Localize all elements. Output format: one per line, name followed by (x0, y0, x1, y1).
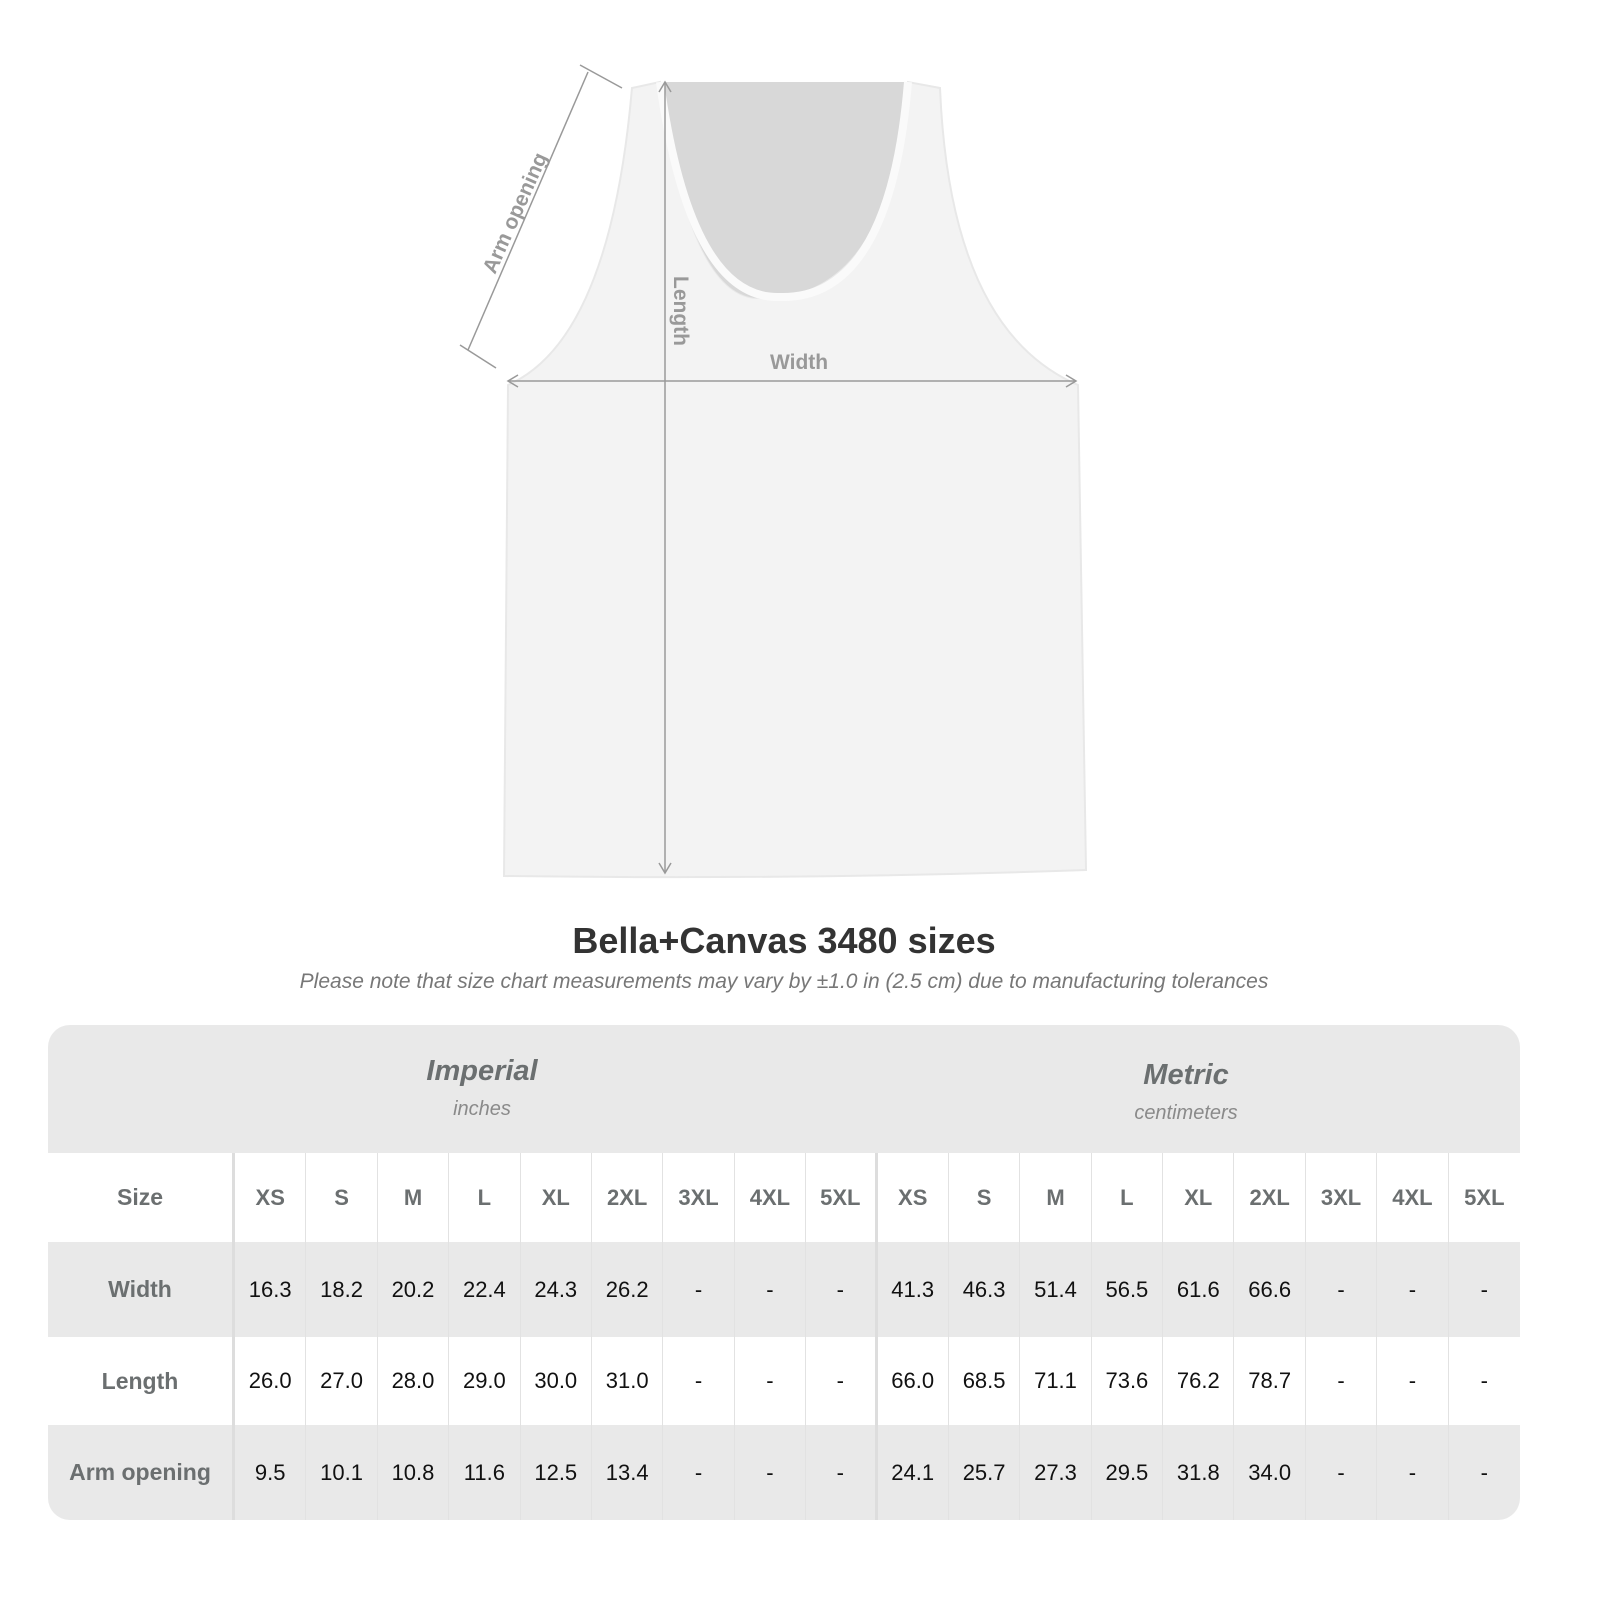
metric-cell: 71.1 (1020, 1337, 1092, 1425)
metric-cell: 61.6 (1163, 1242, 1235, 1337)
metric-cell: - (1377, 1425, 1449, 1520)
imperial-cell: 10.8 (378, 1425, 450, 1520)
imperial-cell: 12.5 (521, 1425, 592, 1520)
metric-cell: - (1480, 1276, 1488, 1302)
imperial-size-header: 2XL (592, 1153, 664, 1242)
metric-cell: 66.0 (878, 1337, 949, 1425)
metric-size-header: 5XL (1464, 1184, 1505, 1210)
size-header-row: Size XS S M L XL 2XL 3XL 4XL 5XL XS S M L XL 2XL 3XL 4XL 5… (48, 1153, 1520, 1242)
metric-cell: - (1306, 1242, 1378, 1337)
metric-cell: 46.3 (949, 1242, 1021, 1337)
imperial-size-header: 5XL (806, 1153, 878, 1242)
metric-unit: centimeters (1134, 1102, 1238, 1124)
page-title: Bella+Canvas 3480 sizes (572, 920, 996, 961)
tank-top-diagram: Arm opening Length Width (459, 64, 1088, 879)
metric-cell: - (1306, 1425, 1378, 1520)
metric-heading: Metric (1143, 1059, 1229, 1091)
length-label: Length (669, 276, 692, 346)
metric-cell: 51.4 (1020, 1242, 1092, 1337)
table-row: Width 16.3 18.2 20.2 22.4 24.3 26.2- - -41.3 46.3… (48, 1242, 1520, 1337)
metric-cell: 29.5 (1092, 1425, 1164, 1520)
metric-cell: 34.0 (1234, 1425, 1306, 1520)
metric-size-header: S (949, 1153, 1021, 1242)
table-header-band (48, 1025, 1520, 1153)
metric-cell: 24.1 (878, 1425, 949, 1520)
metric-size-header: XL (1163, 1153, 1235, 1242)
metric-size-header: 4XL (1377, 1153, 1449, 1242)
imperial-cell: - (663, 1242, 735, 1337)
metric-cell: 31.8 (1163, 1425, 1235, 1520)
row-label: Width (48, 1242, 235, 1337)
imperial-cell: 9.5 (235, 1425, 307, 1520)
imperial-cell: 18.2 (306, 1242, 378, 1337)
imperial-cell: - (735, 1242, 807, 1337)
metric-group: Metric centimeters (886, 1059, 1486, 1125)
imperial-cell: - (663, 1337, 735, 1425)
metric-cell: 27.3 (1020, 1425, 1092, 1520)
row-label: Size (48, 1153, 235, 1242)
metric-cell: 73.6 (1092, 1337, 1164, 1425)
table-row: Arm opening 9.5 10.1 10.8 11.6 12.5 13.4- - -24.… (48, 1425, 1520, 1520)
imperial-cell: 26.0 (235, 1337, 307, 1425)
metric-cell: 56.5 (1092, 1242, 1164, 1337)
imperial-cell: 31.0 (592, 1337, 664, 1425)
imperial-size-header: 4XL (735, 1153, 807, 1242)
imperial-cell: 20.2 (378, 1242, 450, 1337)
metric-size-header: XS (878, 1153, 949, 1242)
metric-cell: 25.7 (949, 1425, 1021, 1520)
width-label: Width (770, 351, 828, 374)
neckline-trim (656, 81, 912, 302)
imperial-cell: - (735, 1425, 807, 1520)
imperial-cell: - (806, 1242, 878, 1337)
row-label: Length (48, 1337, 235, 1425)
imperial-cell: 28.0 (378, 1337, 450, 1425)
imperial-cell: 10.1 (306, 1425, 378, 1520)
row-label: Arm opening (48, 1425, 235, 1520)
metric-size-header: 3XL (1306, 1153, 1378, 1242)
metric-size-header: M (1020, 1153, 1092, 1242)
metric-cell: 68.5 (949, 1337, 1021, 1425)
imperial-cell: 27.0 (306, 1337, 378, 1425)
metric-cell: 66.6 (1234, 1242, 1306, 1337)
imperial-cell: 24.3 (521, 1242, 592, 1337)
imperial-size-header: M (378, 1153, 450, 1242)
imperial-size-header: L (449, 1153, 521, 1242)
imperial-group: Imperial inches (182, 1055, 782, 1121)
tank-top-inner-back (660, 82, 908, 299)
metric-cell: - (1480, 1459, 1488, 1485)
imperial-cell: 30.0 (521, 1337, 592, 1425)
imperial-size-header: XS (235, 1153, 307, 1242)
imperial-size-header: XL (521, 1153, 592, 1242)
metric-size-header: 2XL (1234, 1153, 1306, 1242)
tolerance-note: Please note that size chart measurements… (299, 970, 1269, 993)
imperial-cell: 29.0 (449, 1337, 521, 1425)
metric-size-header: L (1092, 1153, 1164, 1242)
metric-cell: 41.3 (878, 1242, 949, 1337)
metric-cell: - (1306, 1337, 1378, 1425)
size-table: Imperial inches Metric centimeters Size X… (48, 1025, 1520, 1520)
metric-cell: 76.2 (1163, 1337, 1235, 1425)
imperial-cell: 16.3 (235, 1242, 307, 1337)
imperial-cell: 22.4 (449, 1242, 521, 1337)
metric-cell: - (1377, 1242, 1449, 1337)
metric-cell: - (1377, 1337, 1449, 1425)
imperial-unit: inches (453, 1098, 511, 1120)
imperial-cell: - (806, 1425, 878, 1520)
metric-cell: 78.7 (1234, 1337, 1306, 1425)
imperial-cell: - (735, 1337, 807, 1425)
imperial-heading: Imperial (426, 1055, 538, 1087)
imperial-cell: - (663, 1425, 735, 1520)
imperial-size-header: 3XL (663, 1153, 735, 1242)
arm-opening-label: Arm opening (479, 149, 553, 277)
imperial-cell: 11.6 (449, 1425, 521, 1520)
imperial-size-header: S (306, 1153, 378, 1242)
table-row: Length 26.0 27.0 28.0 29.0 30.0 31.0- - -66.0 68.… (48, 1337, 1520, 1425)
imperial-cell: - (806, 1337, 878, 1425)
imperial-cell: 13.4 (592, 1425, 664, 1520)
arm-opening-arrow (467, 71, 589, 351)
metric-cell: - (1480, 1368, 1488, 1393)
imperial-cell: 26.2 (592, 1242, 664, 1337)
